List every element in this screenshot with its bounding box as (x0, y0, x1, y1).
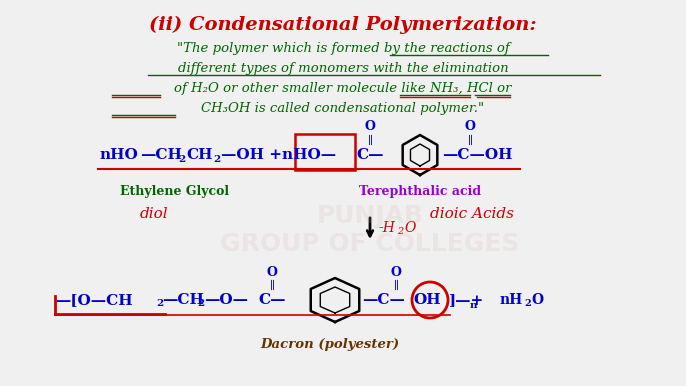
Text: 2: 2 (213, 154, 220, 164)
Text: —C—OH: —C—OH (442, 148, 512, 162)
Text: PUNJAB
GROUP OF COLLEGES: PUNJAB GROUP OF COLLEGES (220, 204, 520, 256)
Text: diol: diol (140, 207, 169, 221)
Text: dioic Acids: dioic Acids (430, 207, 514, 221)
Text: ]—+: ]—+ (449, 293, 484, 307)
Text: nHO: nHO (100, 148, 139, 162)
Text: —C—: —C— (362, 293, 405, 307)
Text: ∥: ∥ (467, 136, 473, 146)
Text: 2: 2 (397, 227, 403, 237)
Text: C—: C— (356, 148, 383, 162)
Text: 2: 2 (178, 154, 185, 164)
Text: O: O (364, 120, 375, 134)
Text: 2: 2 (524, 300, 531, 308)
Text: —O—: —O— (204, 293, 248, 307)
Text: different types of monomers with the elimination: different types of monomers with the eli… (178, 62, 508, 75)
Text: n: n (470, 301, 477, 310)
Text: Terephthalic acid: Terephthalic acid (359, 185, 481, 198)
Text: nH: nH (500, 293, 523, 307)
Text: —[O—CH: —[O—CH (55, 293, 132, 307)
Text: —CH: —CH (162, 293, 204, 307)
Text: O: O (390, 266, 401, 279)
Text: ∥: ∥ (368, 136, 372, 146)
Text: CH₃OH is called condensational polymer.": CH₃OH is called condensational polymer." (202, 102, 484, 115)
Text: 2: 2 (156, 300, 163, 308)
Text: ∥: ∥ (270, 281, 274, 291)
Text: Dacron (polyester): Dacron (polyester) (261, 338, 399, 351)
Text: (ii) Condensational Polymerization:: (ii) Condensational Polymerization: (149, 16, 537, 34)
Text: —OH +nHO—: —OH +nHO— (221, 148, 336, 162)
Text: O: O (267, 266, 277, 279)
Text: OH: OH (413, 293, 440, 307)
Text: O: O (531, 293, 543, 307)
Text: 2: 2 (197, 300, 204, 308)
Text: C—: C— (258, 293, 285, 307)
Text: of H₂O or other smaller molecule like NH₃, HCl or: of H₂O or other smaller molecule like NH… (174, 82, 512, 95)
Text: O: O (464, 120, 475, 134)
Text: —CH: —CH (140, 148, 182, 162)
Text: CH: CH (186, 148, 213, 162)
Text: Ethylene Glycol: Ethylene Glycol (121, 185, 230, 198)
Text: -H: -H (378, 221, 395, 235)
Text: "The polymer which is formed by the reactions of: "The polymer which is formed by the reac… (176, 42, 510, 55)
Text: O: O (404, 221, 416, 235)
Text: ∥: ∥ (394, 281, 399, 291)
